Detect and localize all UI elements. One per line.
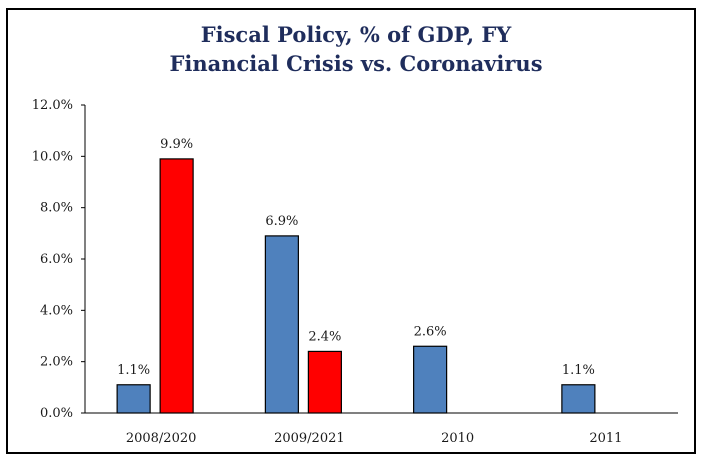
bar	[561, 384, 596, 414]
chart-title-block: Fiscal Policy, % of GDP, FY Financial Cr…	[0, 20, 712, 78]
data-label: 2.6%	[414, 324, 447, 339]
bar	[264, 235, 299, 414]
data-label: 1.1%	[117, 363, 150, 378]
data-label: 9.9%	[160, 137, 193, 152]
y-tick-label: 10.0%	[32, 149, 73, 164]
x-category-label: 2009/2021	[274, 431, 345, 446]
bar	[413, 345, 448, 414]
data-label: 1.1%	[562, 363, 595, 378]
y-tick-label: 4.0%	[40, 303, 73, 318]
data-label: 6.9%	[265, 214, 298, 229]
x-category-label: 2008/2020	[126, 431, 197, 446]
chart-title: Fiscal Policy, % of GDP, FY	[200, 22, 512, 47]
y-tick-label: 2.0%	[40, 355, 73, 370]
y-tick-label: 0.0%	[40, 406, 73, 421]
bar	[159, 158, 194, 414]
x-category-label: 2011	[589, 431, 622, 446]
data-label: 2.4%	[308, 329, 341, 344]
chart-frame	[6, 8, 696, 454]
y-tick-label: 8.0%	[40, 201, 73, 216]
y-tick-label: 6.0%	[40, 252, 73, 267]
chart-subtitle: Financial Crisis vs. Coronavirus	[169, 51, 543, 76]
x-category-label: 2010	[441, 431, 474, 446]
bar	[307, 350, 342, 414]
bar	[116, 384, 151, 414]
y-tick-label: 12.0%	[32, 98, 73, 113]
